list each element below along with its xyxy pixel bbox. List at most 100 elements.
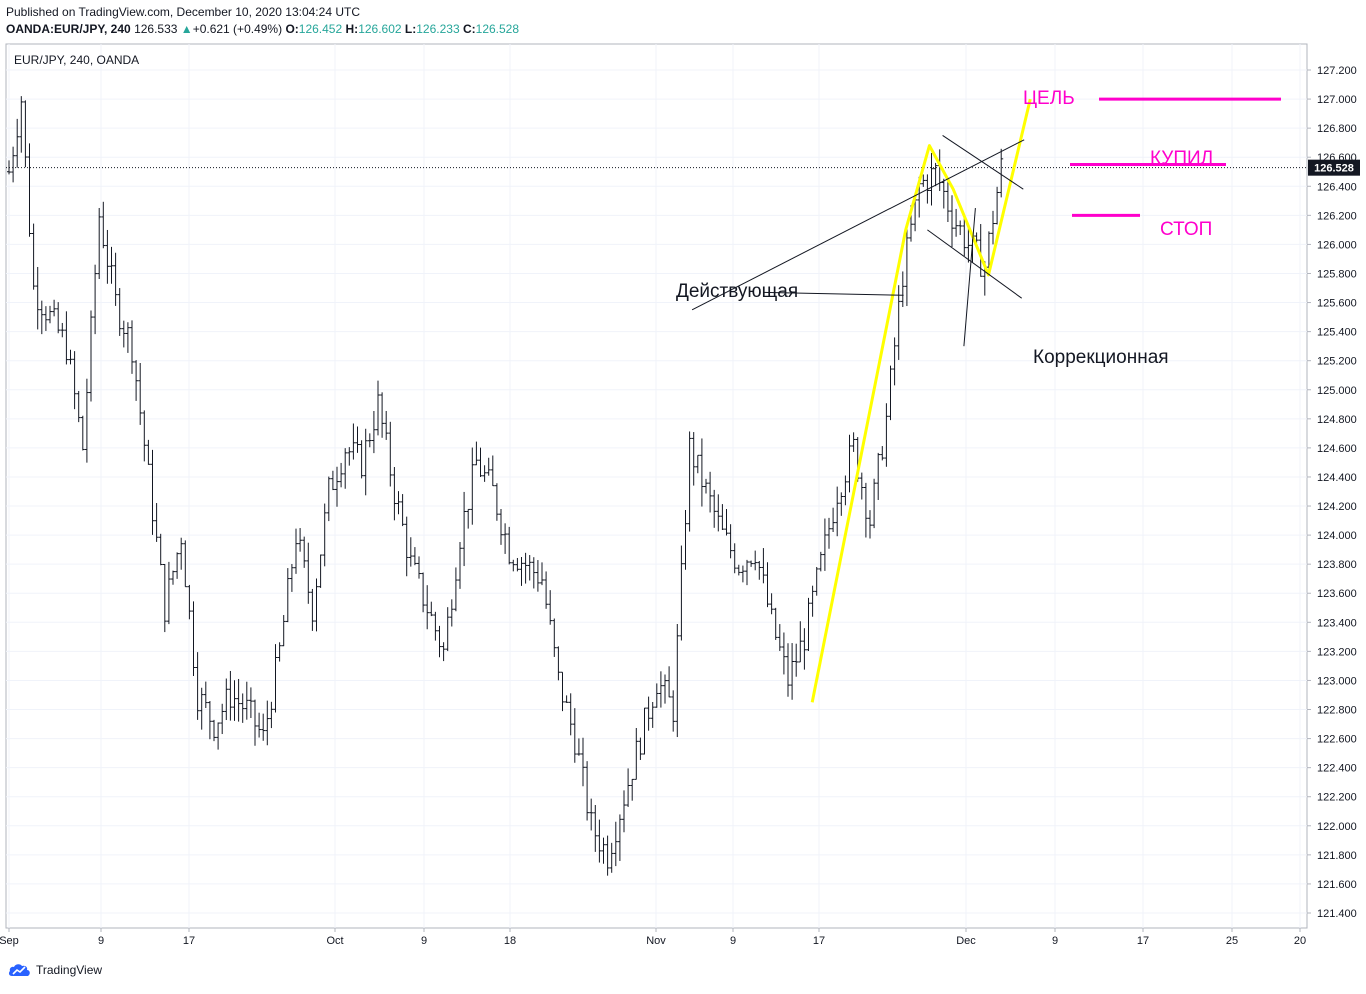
ohlc-bar	[482, 465, 487, 482]
ohlc-bar	[310, 588, 315, 631]
ohlc-bar	[507, 526, 512, 565]
ohlc-bar	[400, 494, 405, 527]
ohlc-bar	[19, 96, 24, 153]
ohlc-bar	[343, 448, 348, 489]
ohlc-bar	[175, 552, 180, 579]
ohlc-bar	[35, 266, 40, 330]
ohlc-bar	[605, 835, 610, 876]
low-value: 126.233	[416, 22, 460, 36]
ohlc-bar	[302, 536, 307, 568]
ohlc-bar	[564, 695, 569, 703]
ohlc-bar	[589, 798, 594, 831]
ohlc-bar	[568, 693, 573, 736]
ohlc-bar	[896, 285, 901, 360]
y-tick-label: 122.400	[1317, 763, 1357, 775]
x-tick-label: Oct	[326, 935, 343, 947]
ohlc-bar	[613, 821, 618, 867]
ohlc-bar	[392, 467, 397, 521]
y-tick-label: 124.400	[1317, 472, 1357, 484]
x-tick-label: 20	[1294, 935, 1306, 947]
ohlc-bar	[950, 195, 954, 247]
ohlc-bar	[261, 713, 266, 741]
ohlc-bar	[581, 737, 585, 787]
y-tick-label: 125.800	[1317, 268, 1357, 280]
ohlc-bar	[773, 607, 778, 640]
ohlc-bar	[650, 702, 655, 728]
ohlc-bar	[486, 457, 491, 476]
x-tick-label: 9	[730, 935, 736, 947]
ohlc-bar	[769, 593, 774, 615]
x-tick-label: Sep	[0, 935, 19, 947]
ohlc-bar	[64, 311, 69, 365]
ohlc-bar	[285, 568, 290, 623]
ohlc-bar	[724, 508, 729, 536]
x-tick-label: 18	[504, 935, 516, 947]
ohlc-bar	[11, 146, 16, 183]
y-tick-label: 127.000	[1317, 94, 1357, 106]
ohlc-bar	[236, 678, 241, 722]
ohlc-bar	[93, 264, 98, 335]
ohlc-bar	[720, 504, 725, 531]
ohlc-bar	[966, 226, 971, 263]
x-tick-label: 25	[1226, 935, 1238, 947]
ohlc-bar	[380, 392, 385, 438]
ohlc-bar	[216, 722, 221, 750]
ohlc-bar	[462, 491, 467, 567]
ohlc-bar	[585, 761, 590, 821]
y-tick-label: 125.600	[1317, 298, 1357, 310]
ohlc-bar	[134, 360, 139, 401]
ohlc-bar	[617, 814, 622, 861]
ohlc-bar	[339, 462, 344, 488]
ohlc-bar	[449, 599, 454, 627]
ohlc-bar	[941, 178, 946, 209]
ohlc-bar	[421, 572, 426, 613]
ohlc-bar	[363, 428, 368, 496]
ohlc-bar	[638, 737, 643, 760]
ohlc-bar	[847, 434, 852, 493]
ohlc-bar	[207, 701, 212, 740]
ohlc-bar	[322, 503, 327, 567]
ohlc-bar	[667, 666, 672, 698]
high-label: H:	[345, 22, 359, 36]
ohlc-bar	[745, 559, 749, 586]
x-tick-label: Dec	[956, 935, 976, 947]
ohlc-bar	[691, 432, 696, 486]
y-tick-label: 123.600	[1317, 588, 1357, 600]
ohlc-bar	[593, 805, 598, 852]
impulse-line	[810, 98, 1032, 703]
ohlc-bar	[330, 470, 335, 491]
ohlc-bar	[728, 524, 733, 559]
ohlc-bar	[597, 819, 602, 863]
ohlc-bar	[683, 509, 688, 570]
x-tick-label: 17	[183, 935, 195, 947]
close-label: C:	[462, 22, 476, 36]
low-label: L:	[404, 22, 417, 36]
y-tick-label: 124.000	[1317, 530, 1357, 542]
ohlc-bar	[433, 611, 438, 641]
price-change: +0.621 (+0.49%)	[192, 22, 283, 36]
ohlc-bar	[786, 643, 790, 697]
ohlc-bar	[732, 543, 737, 574]
tradingview-logo[interactable]: TradingView	[8, 962, 102, 978]
ohlc-bar	[470, 447, 475, 525]
ohlc-bar	[740, 565, 745, 583]
last-price-badge	[1308, 159, 1360, 176]
y-tick-label: 122.600	[1317, 734, 1357, 746]
ohlc-bar	[814, 566, 819, 596]
ohlc-bar	[622, 790, 626, 833]
ohlc-bar	[658, 671, 663, 708]
ohlc-bar	[273, 644, 278, 713]
ohlc-bar	[991, 210, 995, 245]
ohlc-bar	[445, 607, 450, 652]
y-tick-label: 121.400	[1317, 908, 1357, 920]
open-label: O:	[285, 22, 299, 36]
ohlc-bar	[203, 681, 208, 709]
y-tick-label: 124.200	[1317, 501, 1357, 513]
trendline-line	[942, 134, 1024, 190]
ohlc-bar	[224, 678, 229, 721]
ohlc-bar	[818, 551, 823, 572]
high-value: 126.602	[358, 22, 402, 36]
ohlc-bar	[835, 486, 840, 537]
